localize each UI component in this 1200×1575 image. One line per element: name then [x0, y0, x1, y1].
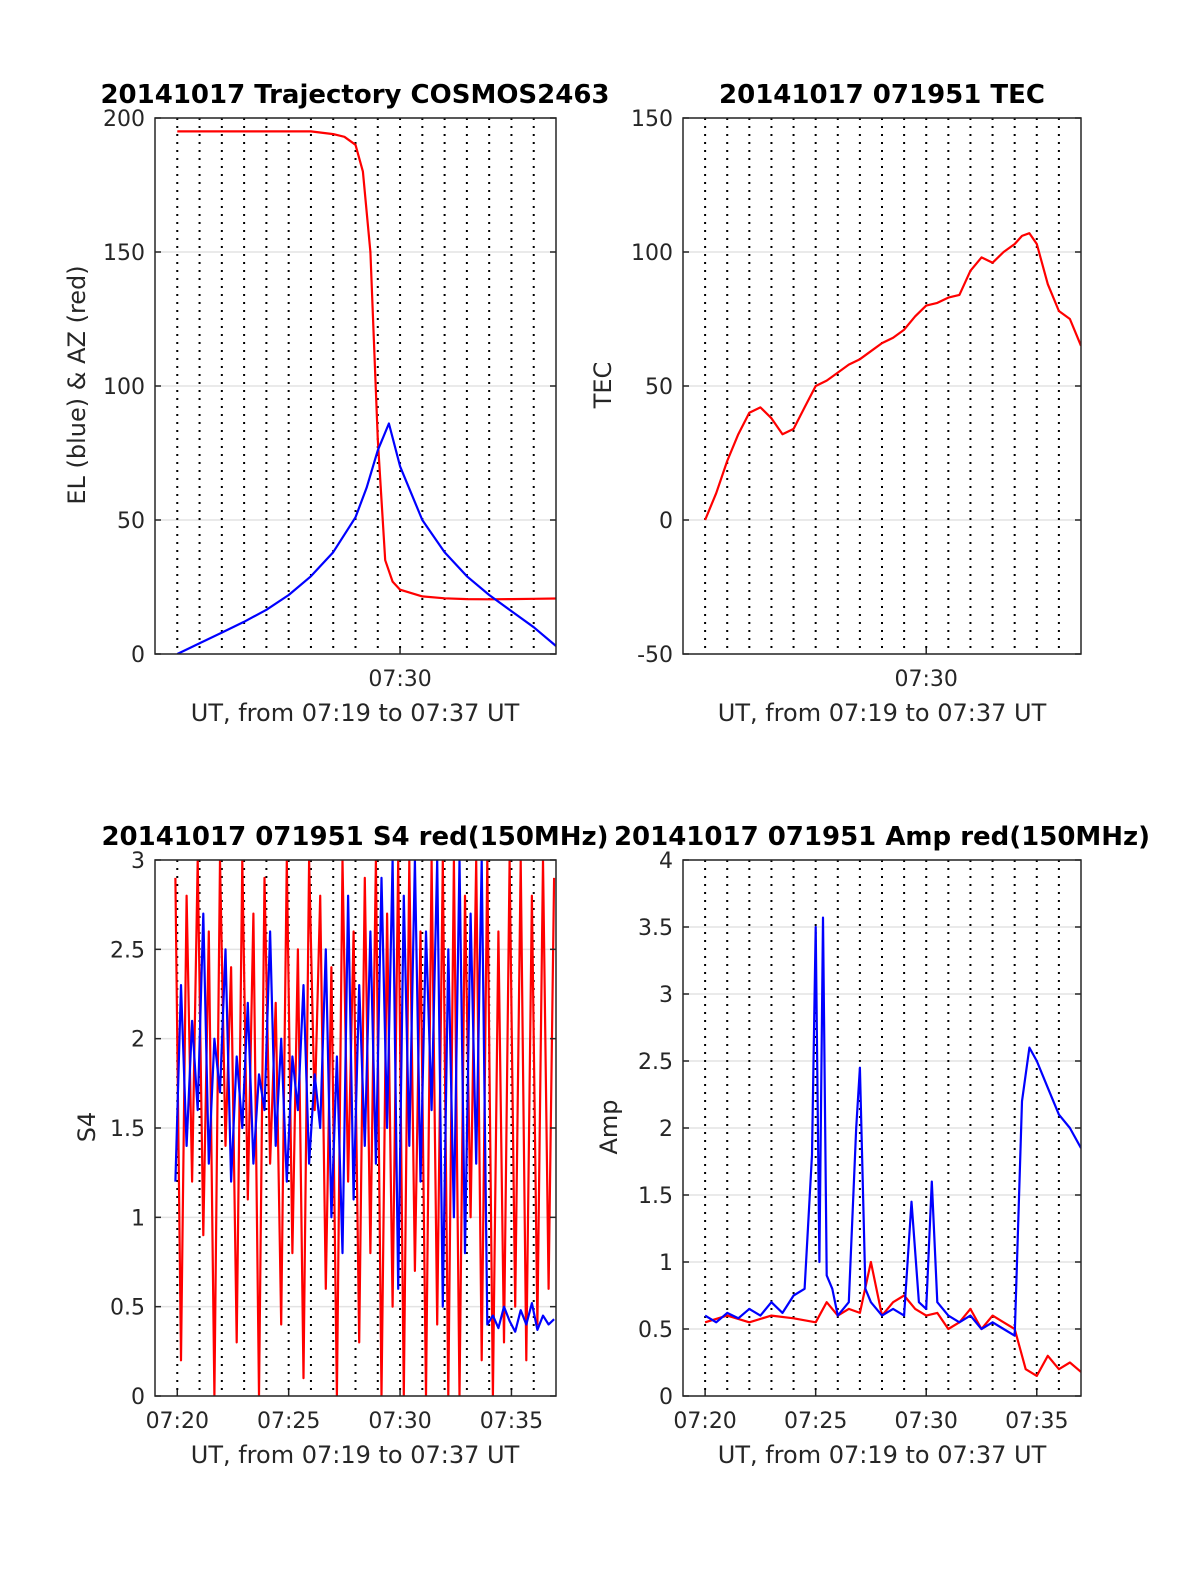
tec-ytick-label: 100	[631, 241, 673, 266]
amp-panel: 20141017 071951 Amp red(150MHz) UT, from…	[595, 822, 1150, 1469]
tec-series-red	[704, 232, 1081, 521]
amp-xtick-label: 07:30	[895, 1409, 958, 1434]
amp-ylabel: Amp	[595, 1099, 623, 1154]
amp-ytick-label: 3.5	[638, 916, 673, 941]
s4-xtick-label: 07:20	[146, 1409, 209, 1434]
tec-ytick-label: 150	[631, 107, 673, 132]
amp-title: 20141017 071951 Amp red(150MHz)	[614, 822, 1150, 852]
trajectory-ytick-label: 150	[103, 241, 145, 266]
trajectory-series-blue	[176, 422, 556, 654]
tec-xlabel: UT, from 07:19 to 07:37 UT	[718, 699, 1047, 727]
amp-ytick-label: 2	[659, 1117, 673, 1142]
amp-ytick-label: 1	[659, 1251, 673, 1276]
s4-ytick-label: 1	[131, 1206, 145, 1231]
trajectory-ylabel: EL (blue) & AZ (red)	[63, 265, 91, 504]
amp-ytick-label: 0.5	[638, 1318, 673, 1343]
s4-xtick-label: 07:25	[257, 1409, 320, 1434]
s4-title: 20141017 071951 S4 red(150MHz)	[101, 822, 608, 852]
amp-ytick-label: 0	[659, 1385, 673, 1410]
amp-series-red	[704, 1260, 1081, 1378]
amp-ytick-label: 2.5	[638, 1050, 673, 1075]
s4-ytick-label: 1.5	[110, 1117, 145, 1142]
s4-ytick-label: 2.5	[110, 938, 145, 963]
amp-ytick-label: 3	[659, 983, 673, 1008]
s4-panel: 20141017 071951 S4 red(150MHz) UT, from …	[73, 822, 609, 1469]
tec-panel: 20141017 071951 TEC UT, from 07:19 to 07…	[589, 80, 1082, 727]
amp-xlabel: UT, from 07:19 to 07:37 UT	[718, 1441, 1047, 1469]
s4-xtick-label: 07:35	[480, 1409, 543, 1434]
trajectory-panel: 20141017 Trajectory COSMOS2463 UT, from …	[63, 80, 610, 727]
amp-xtick-label: 07:25	[784, 1409, 847, 1434]
trajectory-title: 20141017 Trajectory COSMOS2463	[100, 80, 609, 110]
s4-series-blue	[174, 860, 555, 1333]
s4-ytick-label: 3	[131, 849, 145, 874]
trajectory-ytick-label: 100	[103, 375, 145, 400]
trajectory-xlabel: UT, from 07:19 to 07:37 UT	[191, 699, 520, 727]
amp-series-blue	[704, 916, 1081, 1337]
amp-ytick-label: 1.5	[638, 1184, 673, 1209]
s4-ylabel: S4	[73, 1112, 101, 1143]
amp-ytick-label: 4	[659, 849, 673, 874]
tec-ytick-label: -50	[637, 643, 673, 668]
s4-xtick-label: 07:30	[368, 1409, 431, 1434]
tec-ytick-label: 50	[645, 375, 673, 400]
tec-title: 20141017 071951 TEC	[719, 80, 1045, 110]
s4-ytick-label: 0	[131, 1385, 145, 1410]
trajectory-series-red	[177, 130, 556, 601]
trajectory-ytick-label: 0	[131, 643, 145, 668]
trajectory-ytick-label: 50	[117, 509, 145, 534]
tec-xtick-label: 07:30	[895, 667, 958, 692]
amp-xtick-label: 07:20	[673, 1409, 736, 1434]
tec-ytick-label: 0	[659, 509, 673, 534]
trajectory-ytick-label: 200	[103, 107, 145, 132]
amp-xtick-label: 07:35	[1005, 1409, 1068, 1434]
trajectory-xtick-label: 07:30	[368, 667, 431, 692]
s4-ytick-label: 2	[131, 1028, 145, 1053]
s4-series-red	[174, 860, 556, 1396]
s4-xlabel: UT, from 07:19 to 07:37 UT	[191, 1441, 520, 1469]
tec-ylabel: TEC	[589, 362, 617, 410]
s4-ytick-label: 0.5	[110, 1296, 145, 1321]
